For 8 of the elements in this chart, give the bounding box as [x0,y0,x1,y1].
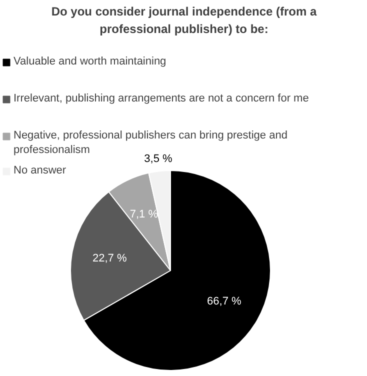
data-label: 3,5 % [144,153,172,166]
legend-label: Irrelevant, publishing arrangements are not a concern for me [14,92,309,104]
chart-title: Do you consider journal independence (from a professional publisher) to be: [51,4,318,36]
legend-label: No answer [14,164,66,176]
legend-label: Valuable and worth maintaining [14,56,166,68]
data-label: 66,7 % [207,296,242,308]
data-label: 7,1 % [130,208,158,220]
data-label: 22,7 % [92,252,127,265]
